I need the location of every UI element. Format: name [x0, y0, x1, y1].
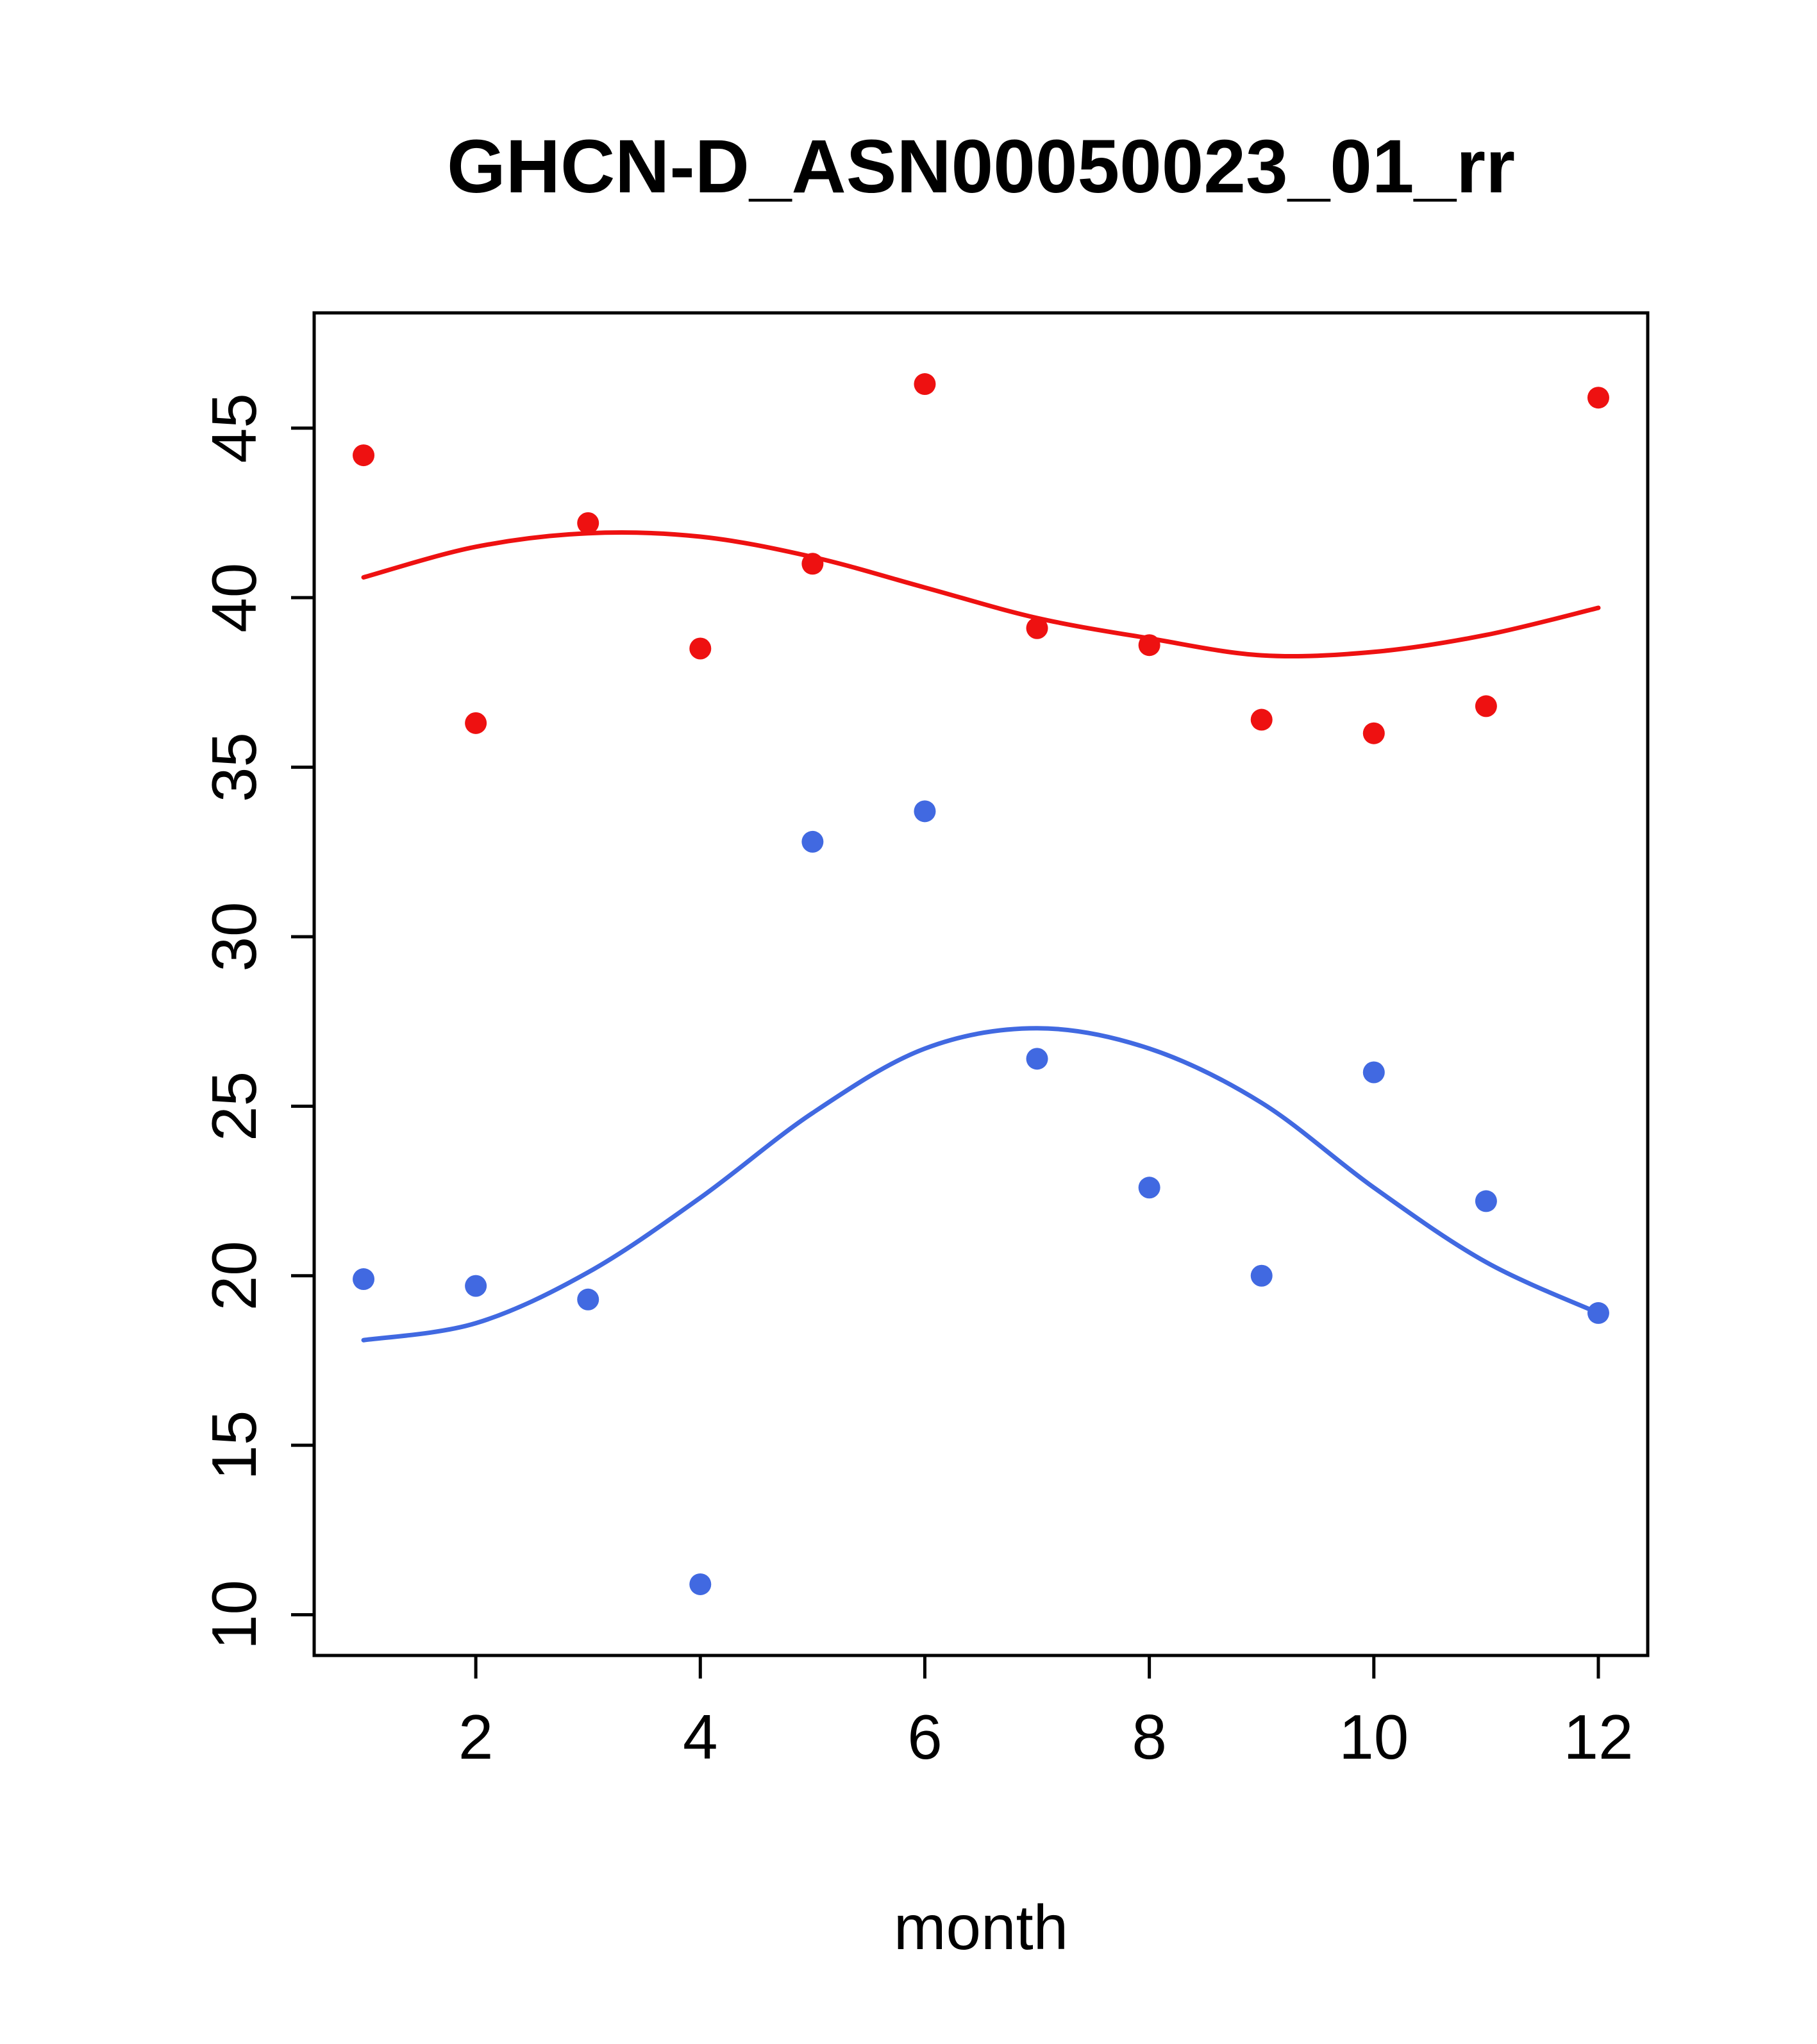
data-point-blue-points	[1587, 1302, 1609, 1324]
y-tick-label: 10	[199, 1580, 269, 1650]
plot-frame	[312, 311, 1650, 1657]
data-point-blue-points	[1250, 1264, 1273, 1287]
data-point-red-points	[1250, 708, 1273, 731]
y-tick-label: 25	[199, 1071, 269, 1141]
data-point-blue-points	[577, 1288, 599, 1311]
x-tick-label: 4	[683, 1702, 718, 1772]
y-tick-label: 35	[199, 732, 269, 802]
data-point-red-points	[914, 373, 936, 396]
data-point-blue-points	[1138, 1177, 1160, 1199]
data-point-red-points	[1026, 617, 1048, 639]
x-tick-label: 8	[1132, 1702, 1167, 1772]
data-point-red-points	[577, 512, 599, 534]
data-point-red-points	[1362, 722, 1385, 744]
data-point-blue-points	[914, 800, 936, 823]
smooth-line-blue-smooth	[361, 1026, 1601, 1343]
chart-title: GHCN-D_ASN00050023_01_rr	[447, 124, 1515, 209]
data-point-blue-points	[1475, 1190, 1497, 1212]
data-point-red-points	[1138, 634, 1160, 657]
y-tick-label: 40	[199, 563, 269, 633]
data-point-blue-points	[353, 1268, 375, 1291]
x-tick-label: 6	[907, 1702, 942, 1772]
data-point-red-points	[1475, 695, 1497, 717]
data-point-red-points	[353, 444, 375, 467]
x-tick-label: 12	[1563, 1702, 1633, 1772]
data-point-blue-points	[465, 1275, 487, 1297]
data-point-blue-points	[1026, 1048, 1048, 1070]
x-tick-label: 10	[1339, 1702, 1409, 1772]
y-tick-label: 30	[199, 901, 269, 971]
data-point-blue-points	[1362, 1061, 1385, 1084]
data-point-blue-points	[689, 1573, 712, 1595]
data-point-blue-points	[801, 830, 824, 853]
y-tick-label: 20	[199, 1241, 269, 1311]
smooth-line-red-smooth	[361, 530, 1601, 658]
plot-area: 2 4 6 8 10 12 10 15 20 25 30 35 40 45	[199, 311, 1650, 1772]
data-point-red-points	[1587, 387, 1609, 409]
data-point-red-points	[465, 712, 487, 734]
x-axis-label: month	[894, 1892, 1068, 1963]
y-tick-label: 45	[199, 393, 269, 463]
data-point-red-points	[689, 637, 712, 660]
data-point-red-points	[801, 553, 824, 575]
x-tick-label: 2	[458, 1702, 494, 1772]
y-tick-label: 15	[199, 1411, 269, 1480]
